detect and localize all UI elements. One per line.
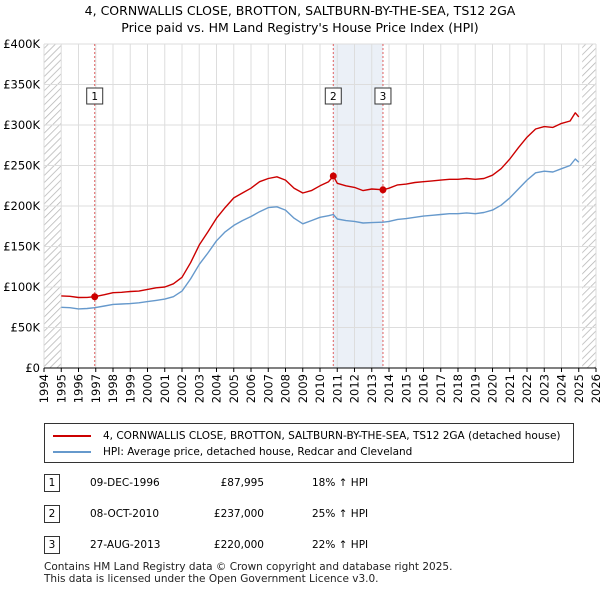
sale-point: [379, 186, 387, 194]
sale-price: £237,000: [213, 508, 264, 520]
x-tick-label: 2018: [451, 374, 465, 403]
x-tick-label: 2013: [365, 374, 379, 403]
x-tick-label: 1995: [54, 374, 68, 403]
sale-point: [91, 293, 99, 301]
chart-series: [61, 112, 580, 310]
y-axis: £0 £50K £100K £150K £200K £250K £300K £350K £400…: [3, 37, 40, 375]
legend-item-property: 4, CORNWALLIS CLOSE, BROTTON, SALTBURN-B…: [53, 430, 561, 442]
x-tick-label: 2017: [434, 374, 448, 403]
x-tick-label: 1999: [123, 374, 137, 403]
sale-row: 3 27-AUG-2013 £220,000 22% ↑ HPI: [44, 536, 564, 556]
x-tick-label: 1997: [89, 374, 103, 403]
sale-date: 08-OCT-2010: [90, 508, 159, 520]
sale-row: 1 09-DEC-1996 £87,995 18% ↑ HPI: [44, 474, 564, 494]
x-tick-label: 2022: [520, 374, 534, 403]
sale-number-label: 1: [91, 91, 98, 103]
y-tick-label: £400K: [3, 37, 40, 51]
sale-number-badge: 2: [44, 505, 60, 523]
sale-point: [329, 172, 337, 180]
sale-number-badge: 3: [44, 536, 60, 554]
x-tick-label: 1996: [72, 374, 86, 403]
y-tick-label: £200K: [3, 199, 40, 213]
x-tick-label: 2014: [382, 374, 396, 403]
y-tick-label: £150K: [3, 240, 40, 254]
sale-price: £87,995: [220, 477, 264, 489]
x-tick-label: 2005: [227, 374, 241, 403]
x-tick-label: 2025: [572, 374, 586, 403]
y-tick-label: £350K: [3, 78, 40, 92]
chart-legend: 4, CORNWALLIS CLOSE, BROTTON, SALTBURN-B…: [44, 423, 574, 463]
x-tick-label: 2000: [141, 374, 155, 403]
property-series-line: [61, 112, 580, 299]
x-tick-label: 2008: [279, 374, 293, 403]
sale-hpi-change: 22% ↑ HPI: [312, 539, 369, 551]
sale-number-box: [324, 87, 342, 105]
x-tick-label: 2006: [244, 374, 258, 403]
x-tick-label: 2001: [158, 374, 172, 403]
sale-hpi-change: 18% ↑ HPI: [312, 477, 369, 489]
chart-title: 4, CORNWALLIS CLOSE, BROTTON, SALTBURN-B…: [0, 2, 600, 36]
x-tick-label: 2012: [348, 374, 362, 403]
x-tick-label: 2011: [330, 374, 344, 403]
x-tick-label: 2020: [486, 374, 500, 403]
x-tick-label: 2021: [503, 374, 517, 403]
x-tick-label: 2023: [537, 374, 551, 403]
y-tick-label: £50K: [11, 321, 41, 335]
legend-label-property: 4, CORNWALLIS CLOSE, BROTTON, SALTBURN-B…: [103, 430, 561, 442]
y-tick-label: £100K: [3, 280, 40, 294]
x-tick-label: 2016: [417, 374, 431, 403]
sale-date: 27-AUG-2013: [90, 539, 161, 551]
x-tick-label: 2015: [399, 374, 413, 403]
x-tick-label: 2010: [313, 374, 327, 403]
y-tick-label: £250K: [3, 159, 40, 173]
x-tick-label: 2024: [555, 374, 569, 403]
sale-number-badge: 1: [44, 474, 60, 492]
sale-number-label: 3: [380, 91, 387, 103]
x-tick-label: 1998: [106, 374, 120, 403]
hpi-series-line: [61, 158, 580, 310]
sale-price: £220,000: [213, 539, 264, 551]
legend-swatch-property: [53, 435, 91, 437]
sale-number-label: 2: [330, 91, 337, 103]
y-tick-label: £300K: [3, 118, 40, 132]
sale-hpi-change: 25% ↑ HPI: [312, 508, 369, 520]
x-tick-label: 2009: [296, 374, 310, 403]
sale-number-box: [374, 87, 392, 105]
sale-markers: 1 2 3: [86, 87, 392, 301]
legend-item-hpi: HPI: Average price, detached house, Redc…: [53, 446, 412, 458]
legend-swatch-hpi: [53, 451, 91, 453]
x-tick-label: 2004: [210, 374, 224, 403]
sale-number-box: [86, 87, 104, 105]
x-tick-label: 2003: [192, 374, 206, 403]
price-chart: 1 2 3 £0 £50K £100K £150K £200K £250K £300K £350K…: [3, 37, 600, 403]
footer-line-2: This data is licensed under the Open Gov…: [44, 573, 379, 585]
y-tick-label: £0: [25, 361, 40, 375]
footer-attribution: Contains HM Land Registry data © Crown c…: [44, 561, 452, 585]
x-tick-label: 2026: [589, 374, 600, 403]
chart-grid: [43, 43, 597, 369]
sale-row: 2 08-OCT-2010 £237,000 25% ↑ HPI: [44, 505, 564, 525]
x-tick-label: 1994: [37, 374, 51, 403]
x-tick-label: 2019: [468, 374, 482, 403]
title-line-1: 4, CORNWALLIS CLOSE, BROTTON, SALTBURN-B…: [84, 3, 516, 18]
x-axis: 1994 1995 1996 1997 1998 1999 2000 2001 2002 2003…: [37, 367, 600, 403]
title-line-2: Price paid vs. HM Land Registry's House …: [121, 20, 479, 35]
footer-line-1: Contains HM Land Registry data © Crown c…: [44, 561, 453, 573]
legend-label-hpi: HPI: Average price, detached house, Redc…: [103, 446, 413, 458]
x-tick-label: 2002: [175, 374, 189, 403]
sale-date: 09-DEC-1996: [90, 477, 160, 489]
x-tick-label: 2007: [261, 374, 275, 403]
